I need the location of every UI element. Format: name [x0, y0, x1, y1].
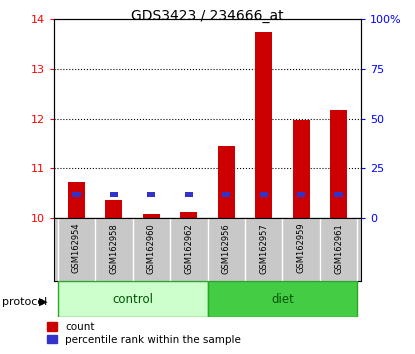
- Text: GSM162961: GSM162961: [334, 223, 343, 274]
- Bar: [218, 146, 234, 218]
- Bar: [72, 193, 81, 197]
- Bar: [181, 212, 197, 218]
- Bar: [208, 281, 357, 317]
- Bar: [255, 32, 272, 218]
- Text: GSM162956: GSM162956: [222, 223, 231, 274]
- Text: GSM162957: GSM162957: [259, 223, 268, 274]
- Legend: count, percentile rank within the sample: count, percentile rank within the sample: [43, 318, 246, 349]
- Bar: [259, 193, 268, 197]
- Bar: [330, 110, 347, 218]
- Text: control: control: [112, 293, 153, 306]
- Bar: [105, 200, 122, 218]
- Bar: [334, 193, 343, 197]
- Text: GSM162962: GSM162962: [184, 223, 193, 274]
- Text: diet: diet: [271, 293, 294, 306]
- Bar: [68, 182, 85, 218]
- Bar: [58, 281, 208, 317]
- Text: GSM162954: GSM162954: [72, 223, 81, 273]
- Bar: [147, 193, 156, 197]
- Bar: [110, 193, 118, 197]
- Bar: [185, 193, 193, 197]
- Bar: [297, 193, 305, 197]
- Bar: [143, 214, 160, 218]
- Text: ▶: ▶: [39, 297, 48, 307]
- Text: protocol: protocol: [2, 297, 47, 307]
- Text: GSM162960: GSM162960: [147, 223, 156, 274]
- Text: GDS3423 / 234666_at: GDS3423 / 234666_at: [131, 9, 284, 23]
- Text: GSM162959: GSM162959: [297, 223, 305, 273]
- Text: GSM162958: GSM162958: [110, 223, 118, 274]
- Bar: [293, 120, 310, 218]
- Bar: [222, 193, 230, 197]
